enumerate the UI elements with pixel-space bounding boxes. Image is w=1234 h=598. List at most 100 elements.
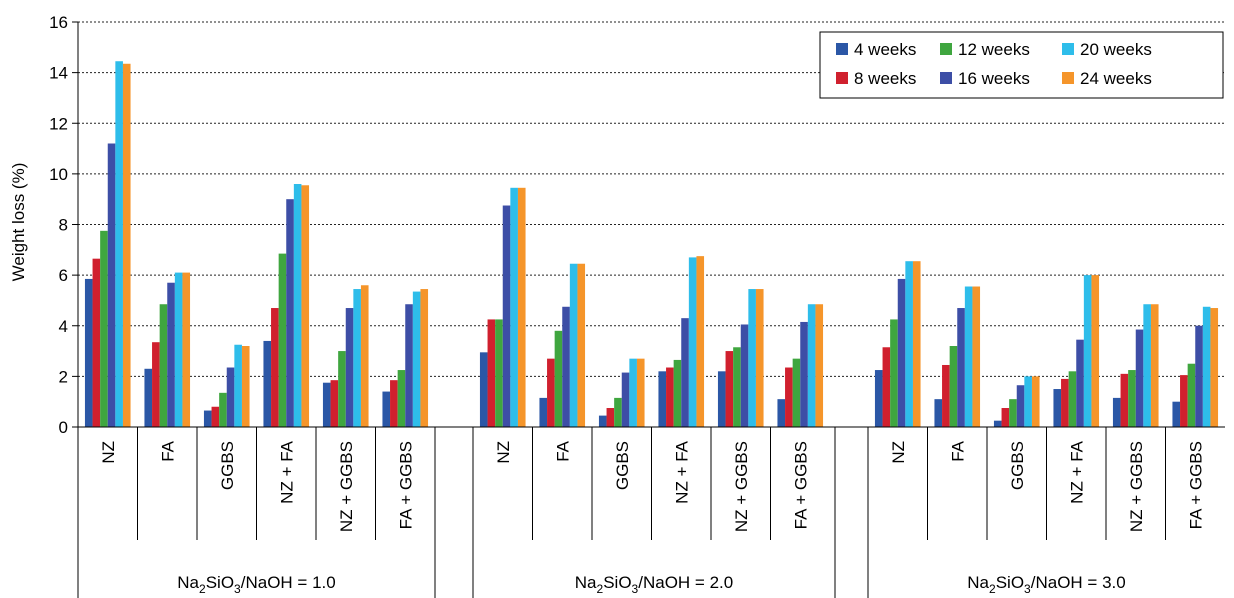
legend-label: 24 weeks xyxy=(1080,69,1152,88)
bar-16-weeks xyxy=(345,308,354,427)
bar-16-weeks xyxy=(167,282,175,427)
bar-20-weeks xyxy=(748,289,756,427)
bar-12-weeks xyxy=(949,346,958,427)
bar-8-weeks xyxy=(211,406,220,427)
category-label: FA + GGBS xyxy=(396,441,415,529)
category-label: NZ xyxy=(99,441,118,464)
bar-16-weeks xyxy=(286,199,294,427)
bar-8-weeks xyxy=(1061,378,1069,427)
bar-4-weeks xyxy=(382,391,391,427)
bar-16-weeks xyxy=(1135,329,1144,427)
bar-24-weeks xyxy=(972,286,981,427)
bar-4-weeks xyxy=(993,420,1002,427)
category-label: GGBS xyxy=(218,441,237,490)
bar-4-weeks xyxy=(539,397,548,427)
bar-24-weeks xyxy=(696,256,705,427)
bar-8-weeks xyxy=(942,364,950,427)
bar-4-weeks xyxy=(598,415,607,427)
bar-16-weeks xyxy=(562,306,570,427)
bar-16-weeks xyxy=(1016,385,1025,427)
bar-24-weeks xyxy=(360,285,369,427)
bar-20-weeks xyxy=(1143,304,1151,427)
category-label: NZ xyxy=(494,441,513,464)
bar-16-weeks xyxy=(226,367,235,427)
y-tick-label: 4 xyxy=(59,317,68,336)
bar-12-weeks xyxy=(1068,371,1077,427)
bar-24-weeks xyxy=(301,185,310,427)
bar-8-weeks xyxy=(1120,373,1129,427)
legend: 4 weeks 8 weeks 12 weeks 16 weeks 20 weeks 24… xyxy=(819,31,1224,99)
bar-20-weeks xyxy=(629,358,637,427)
bar-20-weeks xyxy=(905,261,913,427)
bar-24-weeks xyxy=(1031,376,1040,427)
bar-20-weeks xyxy=(1083,275,1092,427)
bar-8-weeks xyxy=(1001,408,1010,427)
legend-swatch xyxy=(940,43,952,55)
category-label: NZ + FA xyxy=(672,440,691,503)
bar-16-weeks xyxy=(405,304,413,427)
bar-4-weeks xyxy=(144,368,153,427)
bar-4-weeks xyxy=(1053,389,1062,427)
bar-4-weeks xyxy=(1172,401,1181,427)
bar-24-weeks xyxy=(815,304,824,427)
y-tick-label: 6 xyxy=(59,266,68,285)
bar-24-weeks xyxy=(912,261,921,427)
bar-4-weeks xyxy=(263,340,272,427)
bar-8-weeks xyxy=(92,258,101,427)
bar-12-weeks xyxy=(219,392,227,427)
bar-8-weeks xyxy=(882,347,891,427)
bar-12-weeks xyxy=(495,319,503,427)
group-label: Na2SiO3/NaOH = 3.0 xyxy=(967,573,1125,596)
y-tick-label: 10 xyxy=(49,165,68,184)
bar-20-weeks xyxy=(1024,376,1032,427)
bar-12-weeks xyxy=(792,358,801,427)
bar-24-weeks xyxy=(122,63,131,427)
bar-20-weeks xyxy=(807,304,816,427)
bar-12-weeks xyxy=(733,347,741,427)
bar-4-weeks xyxy=(479,352,488,427)
bar-20-weeks xyxy=(510,187,518,427)
bar-12-weeks xyxy=(100,230,108,427)
gridlines xyxy=(78,21,1225,377)
bar-16-weeks xyxy=(1195,325,1203,427)
category-label: NZ + GGBS xyxy=(337,441,356,532)
legend-swatch xyxy=(836,72,848,84)
bar-16-weeks xyxy=(621,372,630,427)
bar-16-weeks xyxy=(740,324,749,427)
legend-label: 16 weeks xyxy=(958,69,1030,88)
bar-12-weeks xyxy=(673,359,682,427)
category-label: FA xyxy=(553,440,572,461)
bar-4-weeks xyxy=(322,382,331,427)
bar-8-weeks xyxy=(606,408,615,427)
bar-4-weeks xyxy=(84,278,93,427)
bar-24-weeks xyxy=(755,289,764,427)
bar-8-weeks xyxy=(1180,375,1188,427)
legend-swatch xyxy=(1062,43,1074,55)
y-tick-label: 12 xyxy=(49,114,68,133)
category-label: NZ + FA xyxy=(1067,440,1086,503)
bar-20-weeks xyxy=(688,257,697,427)
bar-4-weeks xyxy=(1112,397,1121,427)
bar-12-weeks xyxy=(614,397,622,427)
bar-12-weeks xyxy=(397,370,406,427)
category-label: NZ + GGBS xyxy=(1127,441,1146,532)
bar-8-weeks xyxy=(152,342,160,427)
bar-24-weeks xyxy=(241,346,250,427)
y-tick-label: 16 xyxy=(49,13,68,32)
category-label: NZ + GGBS xyxy=(732,441,751,532)
legend-label: 4 weeks xyxy=(854,40,916,59)
bar-12-weeks xyxy=(1009,399,1017,427)
y-tick-label: 14 xyxy=(49,64,68,83)
bar-24-weeks xyxy=(1210,308,1219,427)
legend-label: 20 weeks xyxy=(1080,40,1152,59)
bar-16-weeks xyxy=(800,321,808,427)
bar-16-weeks xyxy=(897,278,906,427)
bar-24-weeks xyxy=(420,289,429,427)
bar-8-weeks xyxy=(330,380,339,427)
bar-20-weeks xyxy=(174,272,183,427)
bars xyxy=(84,61,1219,427)
bar-24-weeks xyxy=(636,358,645,427)
category-label: FA xyxy=(948,440,967,461)
bar-20-weeks xyxy=(234,344,242,427)
